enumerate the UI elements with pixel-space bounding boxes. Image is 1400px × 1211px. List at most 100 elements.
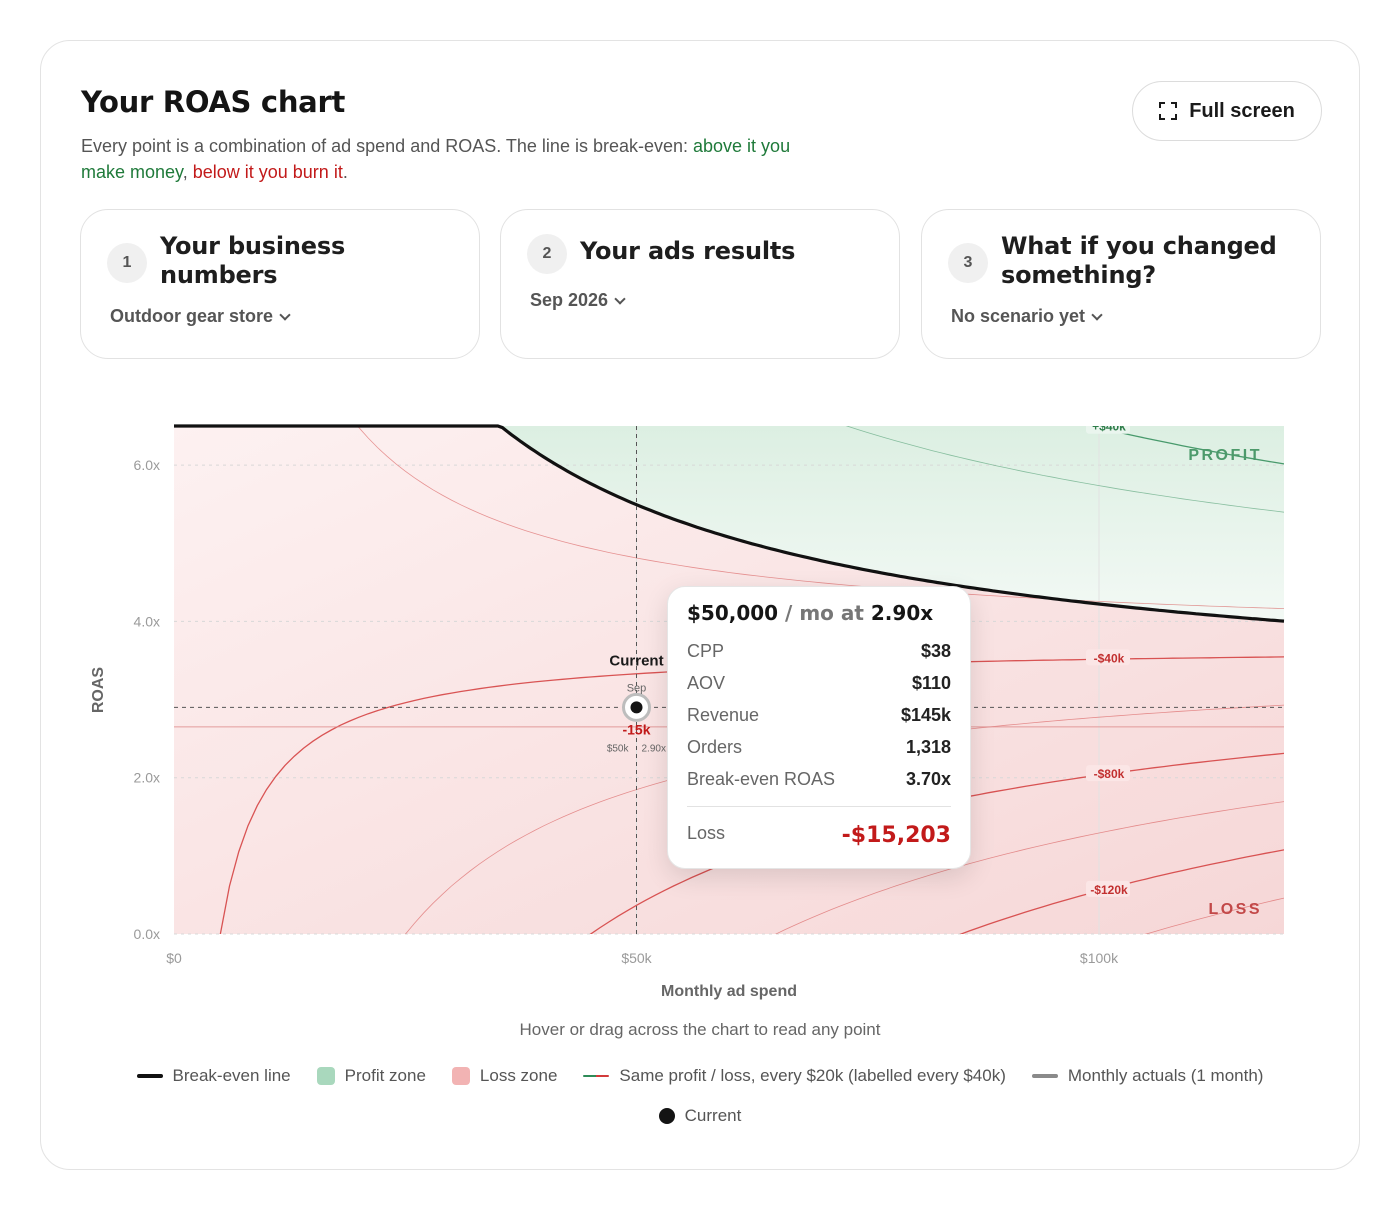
x-tick-label: $50k — [621, 950, 652, 966]
legend-monthly-actuals: Monthly actuals (1 month) — [1031, 1066, 1264, 1086]
full-screen-label: Full screen — [1189, 99, 1295, 122]
current-profit-label: -15k — [622, 721, 650, 737]
chart-legend-row-2: Current — [0, 1106, 1400, 1126]
expand-icon — [1159, 102, 1178, 120]
contour-label: +$80k — [1092, 304, 1126, 318]
x-tick-label: $100k — [1080, 950, 1119, 966]
legend-current: Current — [658, 1106, 742, 1126]
tooltip-row: Break-even ROAS 3.70x — [687, 769, 951, 790]
tooltip-row: Orders 1,318 — [687, 737, 951, 758]
profit-contour-line — [1099, 312, 1303, 372]
legend-line-swatch — [136, 1074, 163, 1078]
step-title: Your ads results — [580, 237, 796, 265]
x-tick-label: $0 — [166, 950, 182, 966]
legend-label: Same profit / loss, every $20k (labelled… — [619, 1066, 1006, 1085]
tooltip-value: 3.70x — [905, 769, 951, 789]
tooltip-value: $110 — [911, 673, 951, 693]
description-separator: , — [182, 162, 193, 182]
legend-profit-zone: Profit zone — [316, 1066, 426, 1086]
tooltip-row: CPP $38 — [687, 641, 951, 662]
profit-zone-label: PROFIT — [1188, 447, 1262, 464]
description-loss-text: below it you burn it — [192, 162, 343, 182]
tooltip-row: Revenue $145k — [687, 705, 951, 726]
loss-contour-line — [775, 801, 1284, 934]
legend-label: Current — [684, 1106, 742, 1125]
contour-label: +$40k — [1092, 420, 1126, 434]
tooltip-roas: 2.90x — [870, 601, 934, 625]
profit-contour-line — [845, 426, 1284, 513]
current-roas-label: 2.90x — [642, 743, 666, 754]
tooltip-loss-value: -$15,203 — [841, 823, 951, 848]
legend-box-swatch — [316, 1067, 335, 1085]
loss-contour-line — [357, 426, 1284, 610]
tooltip-spend: $50,000 — [687, 601, 779, 625]
legend-loss-zone: Loss zone — [451, 1066, 558, 1086]
break-even-line — [174, 424, 1285, 623]
step-number: 3 — [948, 243, 988, 283]
tooltip-loss-label: Loss — [687, 823, 726, 843]
tooltip-key: Orders — [687, 737, 743, 757]
current-month-label: Sep — [627, 682, 647, 694]
contour-label: -$80k — [1094, 767, 1125, 781]
y-tick-label: 4.0x — [134, 613, 160, 629]
step-scenario[interactable]: 3 What if you changed something? No scen… — [921, 209, 1321, 359]
contour-label-bg — [1086, 302, 1130, 318]
page-title: Your ROAS chart — [81, 85, 346, 119]
legend-label: Monthly actuals (1 month) — [1067, 1066, 1264, 1085]
x-axis-title: Monthly ad spend — [661, 983, 797, 1000]
step-number: 2 — [527, 234, 567, 274]
legend-line-swatch — [583, 1075, 610, 1077]
tooltip-value: $145k — [900, 705, 951, 725]
y-tick-label: 6.0x — [134, 457, 160, 473]
tooltip-value: $38 — [920, 641, 951, 661]
current-point — [630, 701, 643, 714]
loss-zone-label: LOSS — [1208, 901, 1262, 918]
loss-contour-line — [959, 849, 1284, 934]
tooltip-key: AOV — [687, 673, 726, 693]
tooltip-key: CPP — [687, 641, 725, 661]
scenario-select[interactable]: No scenario yet — [951, 306, 1103, 327]
legend-label: Loss zone — [479, 1066, 558, 1085]
contour-label-bg — [1086, 426, 1130, 434]
legend-line-swatch — [1031, 1074, 1058, 1078]
step-number: 1 — [107, 243, 147, 283]
point-tooltip: $50,000 / mo at 2.90x CPP $38 AOV $110 Rev… — [667, 586, 971, 869]
profit-zone — [174, 426, 1284, 622]
legend-label: Break-even line — [172, 1066, 291, 1085]
contour-label: -$120k — [1090, 883, 1128, 897]
contour-label-bg — [1086, 880, 1130, 897]
profit-contour-line — [1089, 426, 1284, 465]
chart-legend: Break-even line Profit zone Loss zone Sa… — [0, 1066, 1400, 1086]
step-business-numbers[interactable]: 1 Your business numbers Outdoor gear sto… — [80, 209, 480, 359]
loss-contour-line — [1144, 897, 1284, 934]
y-tick-label: 0.0x — [134, 926, 160, 942]
tooltip-key: Break-even ROAS — [687, 769, 836, 789]
contour-label-bg — [1086, 765, 1130, 782]
contour-label-bg — [1086, 649, 1130, 666]
month-select[interactable]: Sep 2026 — [530, 290, 626, 311]
tooltip-divider — [687, 806, 951, 807]
tooltip-per: / mo at — [778, 601, 871, 625]
profit-contour-line — [1256, 311, 1302, 325]
tooltip-key: Revenue — [687, 705, 760, 725]
legend-box-swatch — [451, 1067, 470, 1085]
y-axis-title: ROAS — [90, 667, 107, 714]
description-text: Every point is a combination of ad spend… — [81, 136, 694, 156]
full-screen-button[interactable]: Full screen — [1132, 81, 1322, 141]
contour-label: -$40k — [1094, 651, 1125, 665]
business-select-value: Outdoor gear store — [110, 306, 274, 326]
business-select[interactable]: Outdoor gear store — [110, 306, 291, 327]
y-tick-label: 2.0x — [134, 770, 160, 786]
month-select-value: Sep 2026 — [530, 290, 609, 310]
tooltip-value: 1,318 — [905, 737, 951, 757]
description-profit-text: above it you make money — [81, 136, 791, 182]
current-spend-label: $50k — [607, 743, 630, 754]
step-title: Your business numbers — [160, 232, 346, 289]
legend-break-even: Break-even line — [136, 1066, 291, 1086]
profit-contour-line — [933, 310, 1303, 420]
chart-description: Every point is a combination of ad spend… — [81, 133, 821, 185]
step-title: What if you changed something? — [1001, 232, 1277, 289]
legend-dot-swatch — [658, 1108, 675, 1124]
legend-contours: Same profit / loss, every $20k (labelled… — [583, 1066, 1006, 1086]
step-ads-results[interactable]: 2 Your ads results Sep 2026 — [500, 209, 900, 359]
